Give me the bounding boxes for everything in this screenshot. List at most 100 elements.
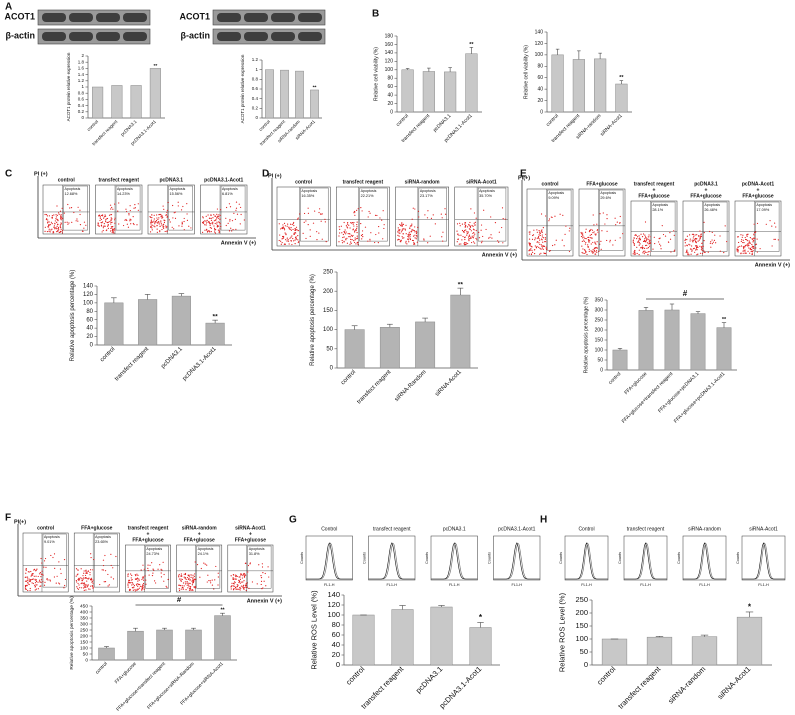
flow-event [684,239,686,242]
flow-event [531,246,533,248]
flow-event [367,240,369,242]
histogram-title: pcDNA3.1 [443,526,466,532]
flow-event [765,223,767,225]
flow-event [92,586,94,589]
histogram-x-label: FL1-H [640,583,651,587]
flow-event [127,584,129,586]
histogram-y-label: Counts [618,552,622,564]
blot-label: β-actin [6,30,36,40]
flow-event [30,575,32,577]
y-tick-label: 1.6 [78,66,85,71]
flow-event [239,223,241,225]
flow-event [361,233,364,236]
flow-event [587,238,590,241]
flow-event [697,253,699,255]
flow-event [349,233,351,235]
flow-plot-title: + [653,187,656,193]
bar [638,310,654,371]
flow-event [37,581,39,583]
flow-event [531,249,533,251]
flow-event [34,589,36,591]
flow-event [142,576,144,578]
flow-event [350,242,352,244]
flow-event [53,553,56,555]
flow-event [208,217,211,219]
flow-event [346,242,349,244]
flow-event [637,241,640,243]
significance: ** [722,317,727,323]
flow-event [212,217,214,219]
y-tick-label: 0.2 [252,106,259,111]
flow-event [140,569,142,571]
flow-event [213,225,215,227]
flow-event [188,577,190,580]
flow-event [418,216,420,218]
flow-event [701,245,703,248]
flow-event [498,241,500,243]
blot-strip [212,28,326,45]
flow-event [357,243,359,246]
flow-event [591,237,593,240]
gate-percent: 17.09% [756,208,770,212]
flow-event [535,247,538,249]
flow-event [126,219,128,222]
flow-event [645,244,647,247]
flow-event [345,233,347,235]
y-tick-label: 0 [90,343,94,349]
significance: ** [213,313,219,320]
flow-event [595,233,597,235]
flow-event [46,218,48,220]
flow-event [416,231,418,233]
flow-event [348,236,350,238]
flow-event [583,240,585,242]
flow-event [207,214,209,216]
flow-event [593,224,595,226]
flow-event [696,249,698,251]
flow-event [240,213,242,216]
flow-event [218,216,220,218]
flow-event [753,246,755,248]
flow-event [343,221,345,224]
flow-plot-title: transfect reagent [128,525,169,531]
flow-event [694,234,696,236]
panel-label: F [5,513,11,524]
flow-event [726,240,728,243]
flow-event [242,574,244,577]
flow-event [636,236,639,238]
flow-event [456,223,459,225]
flow-event [755,231,757,233]
flow-event [231,582,233,584]
flow-event [472,237,474,239]
flow-event [114,229,116,231]
x-tick-label: pcDNA3.1 [414,664,445,695]
flow-event [480,224,483,226]
flow-event [85,571,87,573]
flow-event [214,232,217,234]
flow-event [402,223,405,225]
flow-event [702,245,704,247]
flow-event [174,217,177,219]
flow-event [83,584,85,586]
histogram-title: Control [578,526,594,532]
blot-band [69,13,93,22]
flow-event [50,221,53,223]
flow-event [190,574,192,576]
flow-event [151,229,153,231]
flow-event [743,248,745,250]
flow-plot-box [395,186,449,247]
flow-event [189,578,191,581]
significance: ** [153,63,157,69]
flow-event [588,231,591,233]
flow-event [466,226,469,228]
flow-plot-box [734,200,782,257]
flow-event [156,217,158,219]
flow-event [82,575,84,577]
flow-event [378,232,380,234]
y-tick-label: 0 [330,366,334,372]
flow-event [138,583,140,586]
flow-event [647,254,649,256]
flow-event [236,213,239,215]
bar [664,309,680,371]
flow-event [187,584,190,586]
flow-event [238,203,240,205]
